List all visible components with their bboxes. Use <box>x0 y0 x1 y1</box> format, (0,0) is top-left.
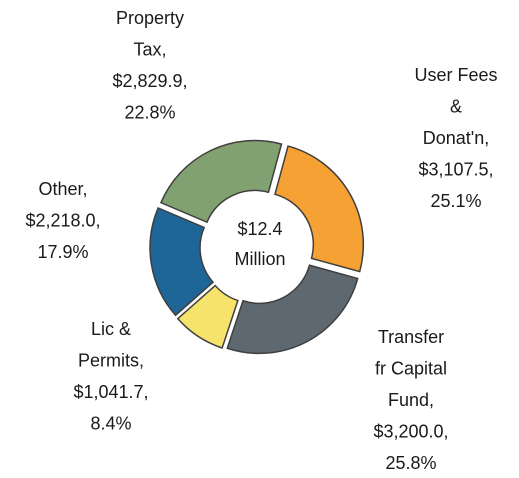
value-label: $3,107.5, <box>418 159 493 179</box>
category-label: Transfer fr Capital Fund, <box>375 327 447 410</box>
value-label: $1,041.7, <box>73 382 148 402</box>
donut-slice <box>159 139 283 224</box>
center-label: $12.4 Million <box>234 219 285 269</box>
category-label-line: Other, <box>38 179 87 199</box>
value-label: $3,200.0, <box>373 421 448 441</box>
percent-label: 17.9% <box>37 242 88 262</box>
percent-label: 22.8% <box>124 102 175 122</box>
category-label: User Fees & Donat'n, <box>414 65 497 148</box>
category-label-line: & <box>450 96 462 116</box>
center-label-line: $12.4 <box>237 219 282 239</box>
donut-slice <box>274 145 365 273</box>
category-label-line: Permits, <box>78 350 144 370</box>
category-label-line: Fund, <box>388 390 434 410</box>
percent-label: 25.1% <box>430 191 481 211</box>
category-label-line: Lic & <box>91 319 131 339</box>
percent-label: 8.4% <box>90 413 131 433</box>
donut-slice <box>176 284 239 349</box>
donut-slice <box>226 264 359 355</box>
category-label-line: Tax, <box>133 39 166 59</box>
value-label: $2,829.9, <box>112 71 187 91</box>
category-label: Property Tax, <box>116 8 184 60</box>
category-label-line: Donat'n, <box>423 128 489 148</box>
center-label-line: Million <box>234 249 285 269</box>
category-label-line: User Fees <box>414 65 497 85</box>
donut-slice <box>149 206 215 317</box>
category-label: Lic & Permits, <box>78 319 144 371</box>
category-label-line: Transfer <box>378 327 444 347</box>
category-label-line: fr Capital <box>375 358 447 378</box>
category-label: Other, <box>38 179 87 199</box>
category-label-line: Property <box>116 8 184 28</box>
value-label: $2,218.0, <box>25 210 100 230</box>
percent-label: 25.8% <box>385 453 436 473</box>
